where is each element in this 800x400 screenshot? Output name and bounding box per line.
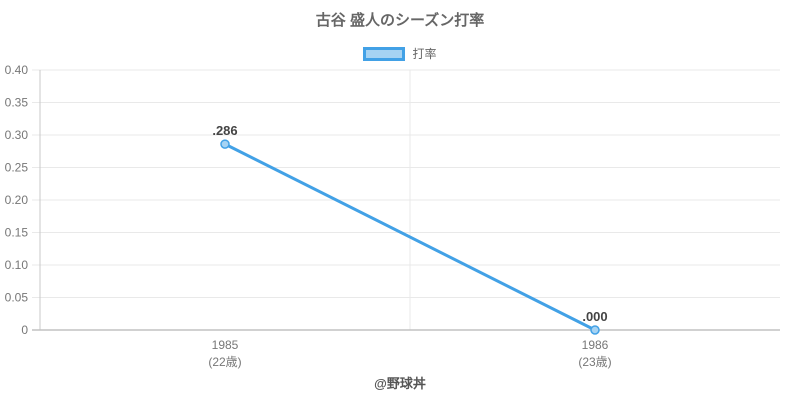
- x-tick-age: (23歳): [578, 355, 611, 369]
- y-tick-label: 0.10: [5, 258, 29, 272]
- y-tick-label: 0.35: [5, 96, 29, 110]
- x-tick-year: 1985: [212, 338, 239, 352]
- y-tick-label: 0: [21, 323, 28, 337]
- y-tick-label: 0.20: [5, 193, 29, 207]
- x-tick-year: 1986: [582, 338, 609, 352]
- y-tick-label: 0.30: [5, 128, 29, 142]
- y-tick-label: 0.05: [5, 291, 29, 305]
- data-point-label: .286: [212, 123, 237, 138]
- data-point[interactable]: [220, 139, 230, 149]
- series-line: [223, 142, 597, 332]
- legend-swatch: [363, 46, 406, 61]
- y-tick-label: 0.15: [5, 226, 29, 240]
- chart-title: 古谷 盛人のシーズン打率: [315, 12, 485, 29]
- y-tick-label: 0.25: [5, 161, 29, 175]
- data-point-label: .000: [582, 309, 607, 324]
- footer-credit: @野球丼: [374, 376, 426, 391]
- y-tick-label: 0.40: [5, 63, 29, 77]
- legend-label: 打率: [412, 47, 437, 61]
- legend[interactable]: 打率: [0, 45, 800, 62]
- x-tick-age: (22歳): [208, 355, 241, 369]
- data-point[interactable]: [590, 325, 600, 335]
